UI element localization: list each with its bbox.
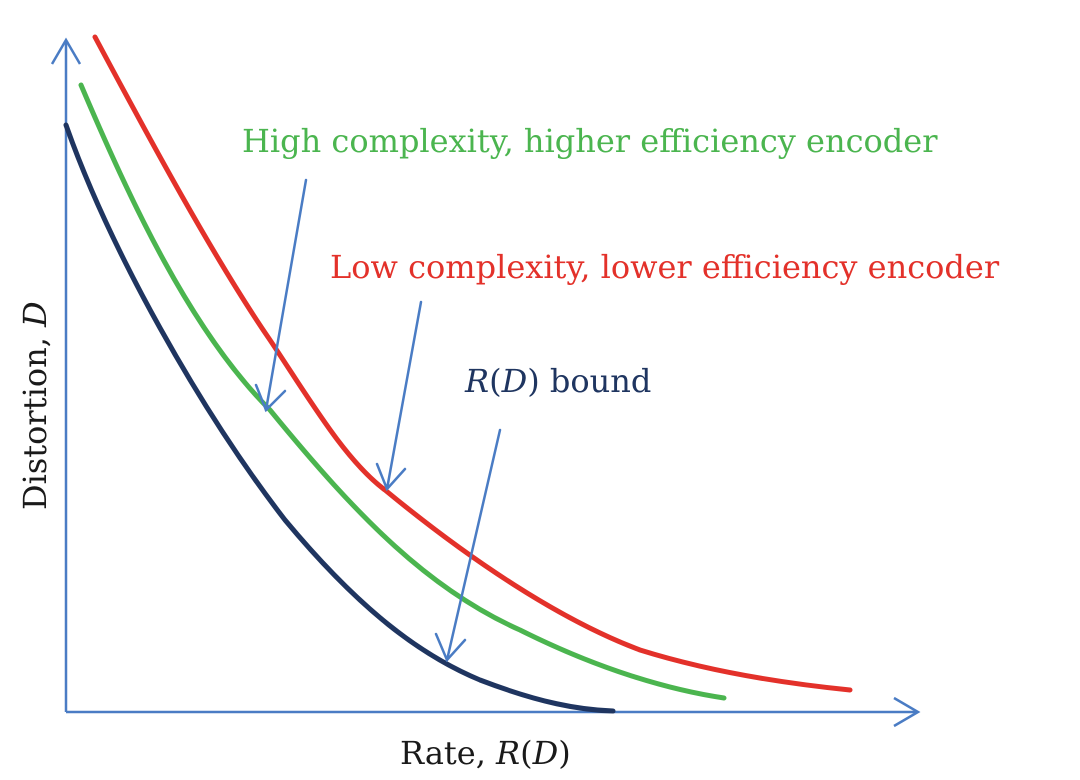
x-axis-arrowhead (893, 696, 921, 728)
x-axis-label-close: ) (558, 734, 570, 772)
low-complexity-curve (92, 34, 853, 693)
x-axis-label-arg: D (532, 734, 559, 772)
rd-bound-label-var: R (464, 362, 489, 400)
high-complexity-label: High complexity, higher efficiency encod… (242, 122, 938, 160)
low-complexity-label: Low complexity, lower efficiency encoder (330, 248, 1000, 286)
bound-label-pointer-head (434, 632, 467, 663)
rd-bound-label-open: ( (489, 362, 501, 400)
rd-bound-label-close: ) (527, 362, 539, 400)
y-axis-arrowhead (50, 37, 82, 65)
x-axis-label-open: ( (520, 734, 532, 772)
rd-bound-curve (63, 122, 616, 714)
y-axis-label-var: D (16, 301, 54, 328)
rd-bound-label-arg: D (501, 362, 528, 400)
pointer-arrows (254, 178, 502, 663)
high-label-pointer-head (254, 383, 287, 413)
high-label-pointer (264, 178, 308, 412)
y-axis-label-prefix: Distortion, (16, 327, 54, 510)
axes (50, 37, 921, 728)
x-axis-label: Rate, R(D) (400, 734, 571, 772)
x-axis-label-var: R (495, 734, 520, 772)
low-label-pointer (385, 300, 423, 491)
x-axis-label-prefix: Rate, (400, 734, 496, 772)
y-axis-label: Distortion, D (16, 301, 54, 510)
rd-bound-label: R(D) bound (464, 362, 651, 400)
low-label-pointer-head (375, 462, 407, 492)
high-complexity-curve (78, 82, 727, 701)
rd-bound-label-suffix: bound (540, 362, 652, 400)
bound-label-pointer (445, 428, 502, 662)
